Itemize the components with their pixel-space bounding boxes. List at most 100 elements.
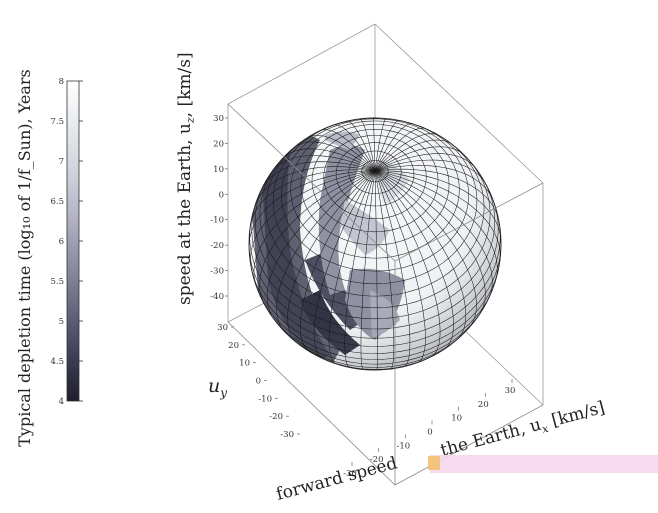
- sphere-gridline: [360, 170, 376, 370]
- sphere-gridline: [374, 170, 411, 367]
- colorbar-tick-label: 7: [59, 157, 64, 167]
- y-axis-tick-label: -10: [258, 394, 272, 404]
- colorbar-tick-label: 7.5: [50, 117, 64, 127]
- z-axis-ticks: 30 20 10 0 -10 -20 -30 -40: [210, 114, 228, 302]
- sphere-gridline: [261, 161, 376, 190]
- sphere-gridline: [287, 170, 376, 344]
- sphere-gridline: [344, 170, 376, 368]
- sphere-gridline: [249, 218, 501, 339]
- overlay-highlight: [430, 455, 658, 473]
- x-axis-tick-label: -10: [396, 441, 410, 451]
- sphere-gridline: [300, 124, 450, 246]
- x-axis-label-head: forward speed: [274, 453, 399, 505]
- sphere-gridline: [290, 120, 460, 259]
- sphere-gridline: [323, 135, 427, 219]
- overlay-highlight-marker: [428, 456, 440, 470]
- svg-text:the Earth, ux [km/s]: the Earth, ux [km/s]: [438, 398, 607, 463]
- colorbar-ticks: 4 4.5 5 5.5 6 6.5 7 7.5 8: [50, 77, 83, 407]
- sphere-gridline: [249, 170, 376, 247]
- x-axis-label-unit: [km/s]: [549, 398, 606, 431]
- sphere-gridline: [372, 118, 376, 171]
- z-axis-label: speed at the Earth, uz, [km/s]: [175, 52, 197, 305]
- sphere-gridline: [253, 170, 376, 288]
- y-axis-tick-label: 20: [228, 341, 239, 351]
- colorbar-tick-label: 4: [59, 397, 64, 407]
- sphere-gridline: [374, 146, 466, 171]
- y-axis-label: uy: [208, 375, 227, 400]
- y-axis-tick-label: 30: [217, 323, 228, 333]
- colorbar: 4 4.5 5 5.5 6 6.5 7 7.5 8 Typical depletion time…: [15, 69, 83, 447]
- z-axis-label-unit: [km/s]: [175, 52, 195, 106]
- sphere-gridline: [361, 160, 389, 183]
- x-axis-tick-label: 30: [505, 386, 516, 396]
- axes-box-front: [227, 103, 544, 486]
- sphere-gridline: [374, 153, 476, 171]
- z-axis-tick-label: 20: [213, 139, 224, 149]
- sphere-gridline: [313, 170, 376, 360]
- sphere-gridline: [374, 120, 400, 171]
- sphere-gridline: [250, 266, 499, 354]
- colorbar-label: Typical depletion time (log₁₀ of 1/f_Sun…: [15, 69, 34, 446]
- y-axis-tick-label: -20: [269, 412, 283, 422]
- sphere-gridline: [374, 139, 454, 171]
- z-axis-tick-label: -30: [210, 267, 224, 277]
- x-axis-label: forward speed the Earth, ux [km/s]: [274, 398, 607, 505]
- sphere-gridline: [253, 166, 376, 209]
- sphere-gridline: [374, 170, 395, 370]
- x-axis-tick-label: -30: [343, 469, 357, 479]
- colorbar-tick-label: 5: [59, 317, 64, 327]
- sphere-gridline: [282, 148, 376, 171]
- y-axis-tick-label: 0: [256, 377, 261, 387]
- y-axis-tick-label: 10: [239, 359, 250, 369]
- svg-text:forward speed: forward speed: [274, 453, 399, 505]
- velocity-sphere: [248, 117, 502, 371]
- x-axis-ticks: -30 -20 -10 0 10 20 30: [343, 379, 515, 479]
- z-axis-tick-label: -20: [210, 241, 224, 251]
- sphere-gridline: [335, 142, 415, 207]
- colorbar-tick-label: 4.5: [50, 357, 64, 367]
- sphere-gridline: [359, 118, 376, 171]
- z-axis-tick-label: 0: [219, 190, 224, 200]
- sphere-gridline: [346, 121, 376, 171]
- sphere-gridline: [374, 170, 493, 300]
- sphere-gridline: [281, 118, 469, 272]
- z-axis-tick-label: 30: [213, 114, 224, 124]
- sphere-gridline: [374, 118, 387, 171]
- sphere-gridline: [328, 170, 376, 365]
- sphere-gridline: [268, 307, 484, 365]
- colorbar-tick-label: 6: [59, 237, 64, 247]
- sphere-gridline: [266, 170, 376, 320]
- colorbar-label-text: Typical depletion time (log₁₀ of 1/f_Sun…: [15, 69, 34, 446]
- y-axis-tick-label: -30: [280, 430, 294, 440]
- colorbar-tick-label: 8: [59, 77, 64, 87]
- sphere-gridline: [249, 241, 501, 347]
- y-axis-label-text: u: [208, 375, 220, 397]
- colorbar-rect: [66, 80, 80, 402]
- sphere-gridline: [293, 141, 376, 171]
- z-axis-label-text: speed at the Earth, u: [175, 123, 195, 305]
- sphere-gridline: [284, 329, 468, 368]
- sphere-gridline: [374, 170, 426, 363]
- sphere-gridline: [256, 286, 493, 360]
- z-axis-tick-label: -40: [210, 292, 224, 302]
- sphere-gridline: [348, 150, 402, 194]
- x-axis-tick-label: 10: [451, 414, 462, 424]
- x-axis-tick-label: -20: [370, 455, 384, 465]
- colorbar-tick-label: 5.5: [50, 277, 64, 287]
- sphere-gridline: [374, 170, 501, 260]
- sphere-gridline: [374, 170, 477, 330]
- sphere-gridline: [259, 170, 376, 303]
- z-axis-tick-label: 10: [213, 165, 224, 175]
- sphere-gridline: [374, 170, 378, 370]
- sphere-gridline: [374, 170, 498, 280]
- sphere-gridline: [374, 170, 467, 341]
- colorbar-tick-label: 6.5: [50, 197, 64, 207]
- x-axis-tick-label: 0: [427, 428, 432, 438]
- sphere-gridline: [276, 170, 376, 333]
- x-axis-tick-label: 20: [478, 400, 489, 410]
- sphere-gridline: [311, 129, 439, 233]
- sphere-gridline: [374, 159, 487, 186]
- sphere-gridline: [375, 170, 501, 243]
